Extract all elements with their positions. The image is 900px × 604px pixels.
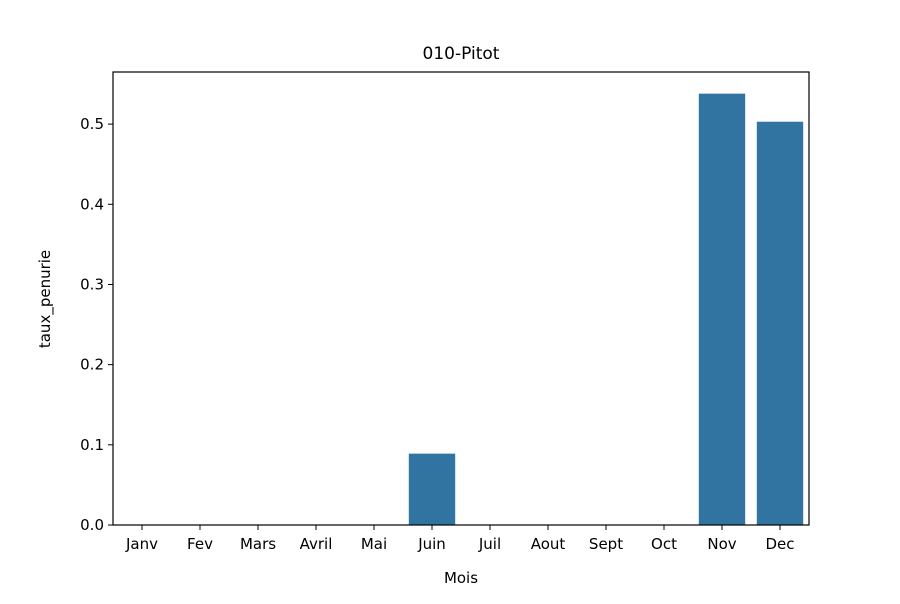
y-tick-label: 0.2 (80, 356, 104, 374)
x-axis: Janv Fev Mars Avril Mai Juin Juil Aout Sept Oct No… (125, 525, 795, 553)
x-tick-label: Dec (765, 535, 794, 553)
x-tick-label: Juil (478, 535, 501, 553)
x-tick-label: Oct (651, 535, 677, 553)
y-tick-label: 0.3 (80, 275, 104, 293)
x-tick-label: Sept (589, 535, 623, 553)
x-axis-label: Mois (444, 569, 478, 587)
y-tick-label: 0.4 (80, 195, 104, 213)
y-tick-label: 0.5 (80, 115, 104, 133)
bar-nov (698, 93, 746, 525)
x-tick-label: Janv (125, 535, 158, 553)
x-tick-label: Nov (707, 535, 736, 553)
x-tick-label: Mai (361, 535, 387, 553)
x-tick-label: Juin (417, 535, 446, 553)
y-tick-label: 0.1 (80, 436, 104, 454)
bars-group (408, 93, 804, 526)
y-axis-label: taux_penurie (36, 250, 55, 348)
x-tick-label: Fev (187, 535, 213, 553)
x-tick-label: Mars (240, 535, 276, 553)
bar-juin (408, 453, 456, 525)
bar-dec (756, 121, 804, 526)
x-tick-label: Aout (531, 535, 566, 553)
chart-title: 010-Pitot (423, 44, 500, 64)
plot-frame (112, 71, 810, 526)
x-tick-label: Avril (300, 535, 333, 553)
y-tick-label: 0.0 (80, 516, 104, 534)
y-axis: 0.0 0.1 0.2 0.3 0.4 0.5 (80, 115, 113, 534)
